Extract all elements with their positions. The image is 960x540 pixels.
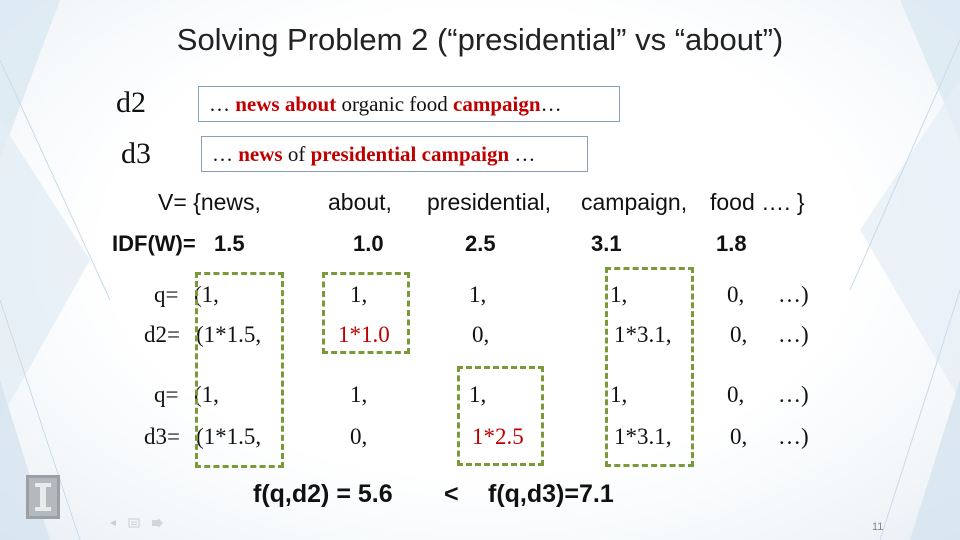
vocab-word: presidential, (427, 189, 552, 215)
idf-value: 1.0 (353, 231, 384, 256)
d2-row-cell: …) (778, 322, 809, 347)
d2-row-cell: 1*3.1, (614, 322, 672, 347)
d3-row-cell: …) (778, 424, 809, 449)
dashed-box-presidential-d3 (457, 366, 544, 466)
d3-row-cell: 0, (730, 424, 748, 449)
d2-row-label: d2= (144, 322, 180, 347)
dashed-box-news-column (195, 272, 284, 468)
q-row-1-label: q= (154, 282, 179, 307)
score-d3: f(q,d3)=7.1 (488, 480, 614, 508)
q-row-1-cell: …) (778, 282, 809, 307)
q-row-2-cell: 1, (610, 382, 628, 407)
d3-row-cell-highlight: 1*2.5 (472, 424, 524, 449)
q-row-1-cell: 1, (350, 282, 368, 307)
doc-d3-pre: … (212, 141, 239, 166)
vocab-word: food …. } (710, 189, 805, 215)
doc-d2-text-box: … news about organic food campaign … (198, 86, 620, 122)
q-row-2-cell: 1, (469, 382, 487, 407)
right-decoration (849, 0, 960, 540)
idf-value: 1.5 (214, 231, 245, 256)
slide-menu-icon[interactable] (128, 518, 140, 528)
doc-d2-mid: organic food (336, 91, 454, 116)
d2-row-cell: (1*1.5, (196, 322, 262, 347)
left-decoration (0, 0, 111, 540)
q-row-1-cell: 1, (469, 282, 487, 307)
q-row-2-cell: …) (778, 382, 809, 407)
d3-row-label: d3= (144, 424, 180, 449)
vocab-word: about, (328, 189, 392, 215)
dashed-box-campaign-column (605, 267, 694, 467)
d3-row-cell: (1*1.5, (196, 424, 262, 449)
q-row-2-label: q= (154, 382, 179, 407)
doc-d3-post: … (509, 141, 536, 166)
q-row-1-cell: (1, (194, 282, 219, 307)
vocab-prefix: V= {news, (158, 189, 261, 215)
d3-row-cell: 1*3.1, (614, 424, 672, 449)
d2-row-cell: 0, (472, 322, 490, 347)
d2-row-cell: 0, (730, 322, 748, 347)
idf-label: IDF(W)= (112, 231, 196, 256)
doc-d2-label: d2 (116, 86, 146, 119)
slide-title: Solving Problem 2 (“presidential” vs “ab… (176, 22, 784, 57)
doc-d2-highlight-2: campaign (453, 91, 541, 116)
q-row-1-cell: 1, (610, 282, 628, 307)
doc-d2-highlight-1: news about (235, 91, 337, 116)
doc-d3-label: d3 (121, 137, 151, 170)
score-comparison-operator: < (444, 480, 459, 508)
dashed-box-about-d2 (322, 272, 410, 354)
q-row-2-cell: 1, (350, 382, 368, 407)
q-row-1-cell: 0, (727, 282, 745, 307)
idf-value: 3.1 (591, 231, 622, 256)
university-logo-icon (26, 475, 60, 519)
doc-d2-post: … (540, 91, 562, 116)
idf-value: 1.8 (716, 231, 747, 256)
page-number: 11 (872, 521, 884, 533)
nav-prev-icon[interactable] (108, 519, 118, 527)
doc-d3-text-box: … news of presidential campaign … (201, 136, 588, 172)
idf-value: 2.5 (465, 231, 496, 256)
doc-d3-mid: of (282, 141, 311, 166)
doc-d2-pre: … (209, 91, 236, 116)
score-d2: f(q,d2) = 5.6 (253, 480, 393, 508)
d3-row-cell: 0, (350, 424, 368, 449)
q-row-2-cell: 0, (727, 382, 745, 407)
doc-d3-highlight-1: news (238, 141, 283, 166)
vocab-word: campaign, (581, 189, 688, 215)
doc-d3-highlight-2: presidential campaign (310, 141, 510, 166)
q-row-2-cell: (1, (194, 382, 219, 407)
nav-next-icon[interactable] (150, 518, 164, 528)
d2-row-cell-highlight: 1*1.0 (338, 322, 390, 347)
